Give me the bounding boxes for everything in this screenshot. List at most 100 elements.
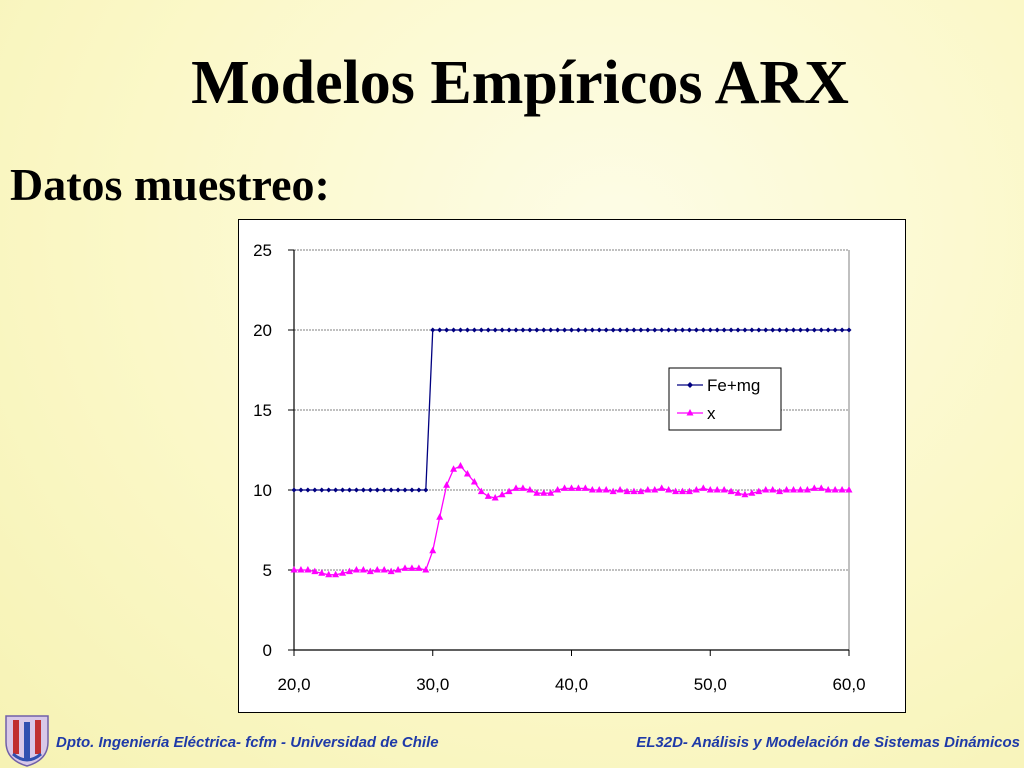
data-point-fe-mg <box>784 327 790 333</box>
data-point-fe-mg <box>735 327 741 333</box>
data-point-x <box>762 486 770 493</box>
data-point-fe-mg <box>624 327 630 333</box>
y-tick-label: 10 <box>253 481 272 500</box>
data-point-x <box>436 513 444 520</box>
data-point-x <box>422 566 430 573</box>
data-point-fe-mg <box>617 327 623 333</box>
data-point-x <box>568 484 575 491</box>
data-point-x <box>616 486 624 493</box>
data-point-fe-mg <box>770 327 776 333</box>
data-point-fe-mg <box>589 327 595 333</box>
data-point-fe-mg <box>714 327 720 333</box>
data-point-fe-mg <box>416 487 422 493</box>
data-point-fe-mg <box>763 327 769 333</box>
data-point-x <box>554 486 562 493</box>
data-point-x <box>581 484 589 491</box>
data-point-x <box>672 487 680 495</box>
data-point-fe-mg <box>437 327 443 333</box>
series-line-x <box>294 465 849 576</box>
data-point-fe-mg <box>631 327 637 333</box>
data-point-fe-mg <box>756 327 762 333</box>
data-point-fe-mg <box>666 327 672 333</box>
data-point-fe-mg <box>388 487 394 493</box>
data-point-x <box>373 566 381 573</box>
data-point-fe-mg <box>305 487 311 493</box>
data-point-x <box>359 566 367 573</box>
data-point-fe-mg <box>555 327 561 333</box>
data-point-x <box>318 569 326 576</box>
y-tick-label: 20 <box>253 321 272 340</box>
data-point-x <box>769 486 777 493</box>
data-point-x <box>595 486 603 493</box>
university-logo <box>5 715 49 767</box>
data-point-x <box>519 484 527 491</box>
data-point-x <box>609 487 617 495</box>
data-point-fe-mg <box>791 327 796 333</box>
x-tick-label: 50,0 <box>694 675 727 694</box>
data-point-x <box>533 489 541 496</box>
data-point-x <box>401 564 409 571</box>
data-point-x <box>450 465 458 472</box>
data-point-x <box>713 486 721 493</box>
data-point-x <box>526 486 534 493</box>
data-point-x <box>803 486 811 493</box>
data-point-fe-mg <box>402 487 408 493</box>
data-point-fe-mg <box>541 327 547 333</box>
data-point-fe-mg <box>347 487 352 493</box>
data-point-fe-mg <box>749 327 755 333</box>
data-point-x <box>796 486 804 493</box>
data-point-x <box>734 489 742 496</box>
data-point-x <box>630 487 638 495</box>
data-point-fe-mg <box>839 327 845 333</box>
data-point-x <box>685 487 693 495</box>
x-tick-label: 60,0 <box>832 675 865 694</box>
data-point-x <box>720 486 728 493</box>
data-point-fe-mg <box>610 327 616 333</box>
data-point-x <box>831 486 839 493</box>
data-point-fe-mg <box>673 327 679 333</box>
data-point-x <box>588 486 596 493</box>
data-point-x <box>637 487 645 495</box>
data-point-x <box>810 484 818 491</box>
data-point-x <box>741 490 749 498</box>
data-point-fe-mg <box>575 327 581 333</box>
data-point-x <box>790 486 797 493</box>
data-point-x <box>491 494 499 501</box>
data-point-x <box>838 486 846 493</box>
data-point-fe-mg <box>797 327 803 333</box>
data-point-x <box>755 487 763 495</box>
data-point-fe-mg <box>686 327 692 333</box>
data-point-fe-mg <box>645 327 651 333</box>
data-point-fe-mg <box>742 327 748 333</box>
data-point-x <box>602 486 610 493</box>
data-point-fe-mg <box>492 327 498 333</box>
footer-department: Dpto. Ingeniería Eléctrica- fcfm - Unive… <box>56 734 439 751</box>
data-point-fe-mg <box>603 327 609 333</box>
data-point-fe-mg <box>444 327 450 333</box>
data-point-x <box>394 566 402 573</box>
data-point-x <box>311 567 319 575</box>
data-point-x <box>346 567 353 575</box>
y-tick-label: 25 <box>253 241 272 260</box>
data-point-x <box>540 489 548 496</box>
y-tick-label: 0 <box>263 641 272 660</box>
x-tick-label: 30,0 <box>416 675 449 694</box>
data-point-x <box>644 486 652 493</box>
data-point-fe-mg <box>527 327 533 333</box>
data-point-fe-mg <box>478 327 484 333</box>
data-point-x <box>505 487 513 495</box>
data-point-fe-mg <box>374 487 380 493</box>
data-point-fe-mg <box>728 327 734 333</box>
legend-marker-diamond <box>687 382 693 388</box>
data-point-fe-mg <box>312 487 318 493</box>
data-point-x <box>477 487 485 495</box>
data-point-fe-mg <box>638 327 644 333</box>
data-point-x <box>845 486 853 493</box>
data-point-x <box>387 567 395 575</box>
data-point-fe-mg <box>471 327 477 333</box>
legend-label: Fe+mg <box>707 376 760 395</box>
data-point-x <box>415 564 423 571</box>
data-point-fe-mg <box>333 487 339 493</box>
data-point-x <box>665 486 673 493</box>
data-point-fe-mg <box>298 487 304 493</box>
